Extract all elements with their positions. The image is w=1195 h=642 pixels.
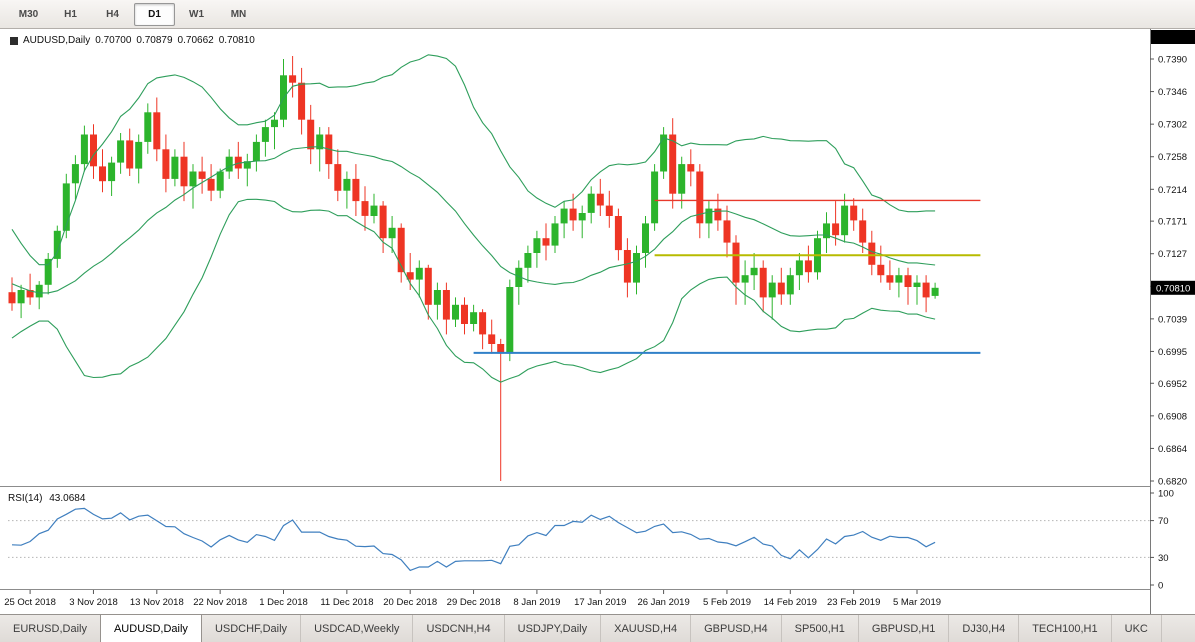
price-axis-label: 0.7258 (1158, 152, 1187, 163)
bollinger-upper (11, 54, 936, 266)
date-axis-label: 1 Dec 2018 (259, 597, 308, 608)
chart-tab-xauusd-h4[interactable]: XAUUSD,H4 (601, 615, 692, 642)
ohlc-low: 0.70662 (177, 35, 214, 46)
price-axis-label: 0.6820 (1158, 477, 1187, 488)
timeframe-toolbar: M30 H1 H4 D1 W1 MN (0, 0, 1195, 29)
date-axis-label: 13 Nov 2018 (130, 597, 184, 608)
current-price-tag-text: 0.70810 (1156, 283, 1190, 294)
date-axis-label: 29 Dec 2018 (447, 597, 501, 608)
bollinger-lower (11, 198, 936, 383)
chart-canvas[interactable]: 0.7390 0.7346 0.7302 0.7258 0.7214 0.7171 0.71… (0, 29, 1195, 614)
date-axis-label: 14 Feb 2019 (764, 597, 817, 608)
price-axis-label: 0.7346 (1158, 87, 1187, 98)
rsi-axis-label: 0 (1158, 581, 1163, 592)
rsi-axis-label: 70 (1158, 516, 1169, 527)
timeframe-button-h1[interactable]: H1 (64, 8, 77, 20)
chart-tab-audusd-daily[interactable]: AUDUSD,Daily (99, 615, 202, 642)
date-axis-label: 17 Jan 2019 (574, 597, 626, 608)
chart-tab-eurusd-daily[interactable]: EURUSD,Daily (0, 615, 101, 642)
chart-tab-dj30-h4[interactable]: DJ30,H4 (949, 615, 1020, 642)
chart-tab-gbpusd-h4[interactable]: GBPUSD,H4 (691, 615, 782, 642)
date-axis-label: 22 Nov 2018 (193, 597, 247, 608)
axis-corner-marker (1151, 30, 1195, 44)
chart-tab-usdcnh-h4[interactable]: USDCNH,H4 (413, 615, 505, 642)
chart-window: 0.7390 0.7346 0.7302 0.7258 0.7214 0.7171 0.71… (0, 29, 1195, 614)
date-axis-label: 23 Feb 2019 (827, 597, 880, 608)
date-axis-label: 26 Jan 2019 (637, 597, 689, 608)
chart-tab-tech100-h1[interactable]: TECH100,H1 (1019, 615, 1112, 642)
chart-tab-usdcad-weekly[interactable]: USDCAD,Weekly (301, 615, 414, 642)
rsi-indicator-label: RSI(14) 43.0684 (8, 493, 89, 504)
price-axis-label: 0.7214 (1158, 185, 1187, 196)
price-axis-label: 0.6908 (1158, 411, 1187, 422)
date-axis-label: 3 Nov 2018 (69, 597, 118, 608)
chart-tab-sp500-h1[interactable]: SP500,H1 (782, 615, 859, 642)
date-axis-label: 25 Oct 2018 (4, 597, 56, 608)
price-axis-label: 0.7390 (1158, 55, 1187, 66)
timeframe-button-h4[interactable]: H4 (106, 8, 119, 20)
rsi-axis-label: 100 (1158, 489, 1174, 500)
date-axis-label: 8 Jan 2019 (513, 597, 560, 608)
current-price-tag (1151, 280, 1195, 295)
chart-tabs: EURUSD,Daily AUDUSD,Daily USDCHF,Daily USDC… (0, 614, 1195, 642)
rsi-axis-label: 30 (1158, 553, 1169, 564)
timeframe-button-mn[interactable]: MN (230, 8, 247, 20)
price-axis-label: 0.6995 (1158, 347, 1187, 358)
chart-symbol-icon (10, 36, 18, 45)
chart-tab-ukc[interactable]: UKC (1112, 615, 1162, 642)
price-axis-label: 0.7302 (1158, 120, 1187, 131)
tabbar-filler (1162, 615, 1195, 642)
timeframe-button-w1[interactable]: W1 (189, 8, 204, 20)
price-axis-label: 0.6864 (1158, 444, 1187, 455)
ohlc-high: 0.70879 (136, 35, 173, 46)
ohlc-open: 0.70700 (95, 35, 132, 46)
date-axis-label: 5 Mar 2019 (893, 597, 941, 608)
rsi-value: 43.0684 (49, 493, 86, 504)
date-axis-label: 20 Dec 2018 (383, 597, 437, 608)
chart-title: AUDUSD,Daily 0.70700 0.70879 0.70662 0.7… (10, 35, 255, 46)
date-axis-label: 11 Dec 2018 (320, 597, 373, 608)
timeframe-button-m30[interactable]: M30 (18, 8, 39, 20)
price-axis-label: 0.6952 (1158, 379, 1187, 390)
chart-tab-usdchf-daily[interactable]: USDCHF,Daily (202, 615, 302, 642)
chart-tab-usdjpy-daily[interactable]: USDJPY,Daily (505, 615, 602, 642)
ohlc-close: 0.70810 (218, 35, 255, 46)
rsi-line (11, 507, 936, 572)
timeframe-button-d1[interactable]: D1 (134, 2, 175, 26)
chart-tab-gbpusd-h1[interactable]: GBPUSD,H1 (859, 615, 950, 642)
date-axis-label: 5 Feb 2019 (703, 597, 751, 608)
bollinger-middle (11, 146, 936, 294)
price-axis-label: 0.7171 (1158, 217, 1187, 228)
price-axis-label: 0.7127 (1158, 249, 1187, 260)
price-axis-label: 0.7039 (1158, 314, 1187, 325)
chart-symbol-label: AUDUSD,Daily (23, 35, 91, 46)
rsi-name: RSI(14) (8, 493, 43, 504)
